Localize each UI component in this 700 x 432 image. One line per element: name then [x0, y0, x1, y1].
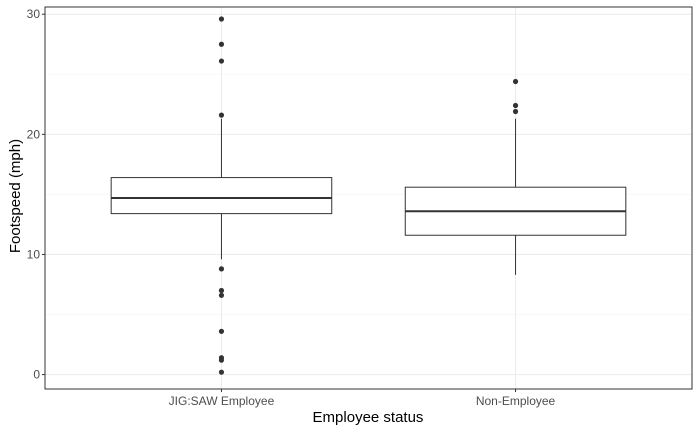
outlier-point: [512, 78, 519, 85]
outlier-point: [218, 287, 225, 294]
x-tick-label: Non-Employee: [476, 394, 556, 408]
box-group: [404, 78, 627, 275]
y-tick-label: 30: [27, 7, 41, 21]
box-group: [110, 16, 333, 375]
outlier-point: [218, 112, 225, 118]
outlier-point: [218, 16, 225, 22]
x-tick-label: JIG:SAW Employee: [169, 394, 275, 408]
panel-border: [44, 6, 693, 390]
outlier-point: [218, 41, 225, 47]
outlier-point: [512, 102, 519, 109]
outlier-point: [512, 108, 519, 115]
y-axis-title: Footspeed (mph): [7, 139, 24, 253]
outlier-point: [218, 328, 225, 334]
box: [110, 177, 333, 215]
y-tick-label: 10: [27, 247, 41, 261]
y-tick-label: 20: [27, 127, 41, 141]
outlier-point: [218, 58, 225, 64]
outlier-point: [218, 357, 225, 363]
axes: 0 10 20 30 JIG:SAW Employee Non-Employee: [27, 6, 693, 408]
plot-marks: [110, 16, 627, 375]
outlier-point: [218, 292, 225, 298]
y-tick-label: 0: [33, 368, 40, 382]
x-axis-title: Employee status: [313, 409, 424, 426]
outlier-point: [218, 369, 225, 375]
outlier-point: [218, 266, 225, 272]
plot-panel: [45, 7, 692, 389]
